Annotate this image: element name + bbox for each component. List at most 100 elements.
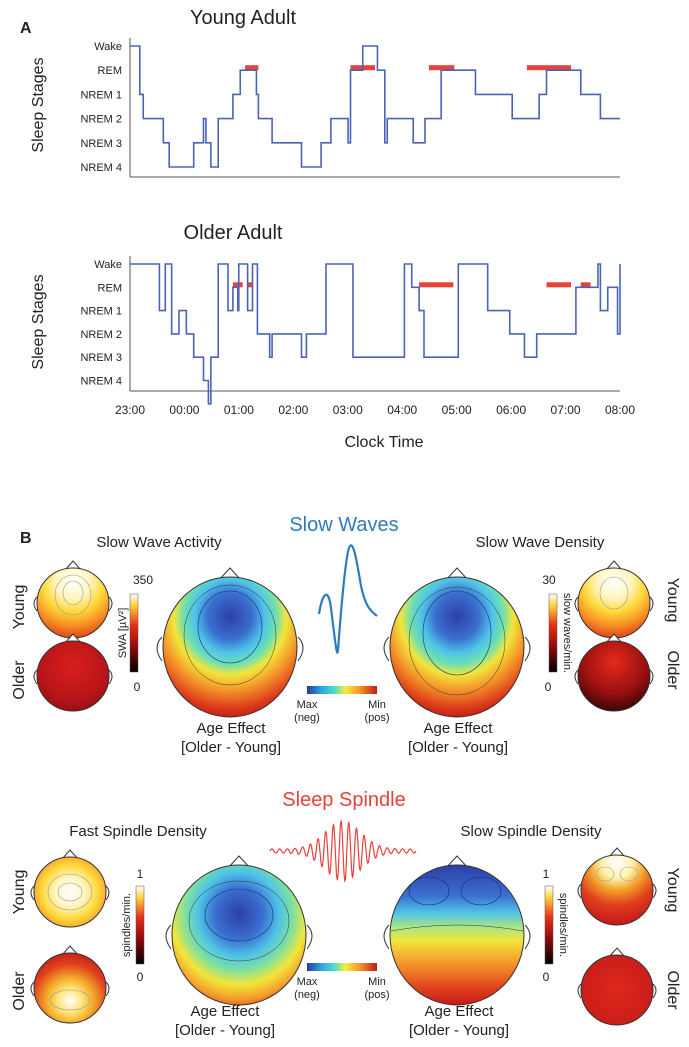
sp-legend-max: Max	[297, 976, 318, 988]
stage-label: NREM 4	[80, 376, 122, 388]
head-age-effect-slow-spindle	[383, 855, 531, 1006]
head-older-slow-spindle	[577, 947, 657, 1026]
young-hypnogram-trace	[130, 45, 620, 168]
rem-period-bar	[428, 65, 455, 71]
head-age-effect-swa	[156, 567, 304, 718]
slow-spindle-density-title: Slow Spindle Density	[461, 823, 602, 840]
stage-label: NREM 3	[80, 352, 122, 364]
slow-wave-activity-title: Slow Wave Activity	[96, 534, 222, 551]
age-effect-fast-line2: [Older - Young]	[175, 1022, 275, 1039]
rem-period-bar	[232, 282, 243, 288]
sp-row-young-left: Young	[11, 870, 28, 915]
older-rem-periods	[232, 282, 591, 288]
age-effect-swa-line1: Age Effect	[197, 720, 267, 737]
stage-label: NREM 1	[80, 306, 122, 318]
swa-scale-max: 350	[133, 573, 153, 587]
stage-label: NREM 3	[80, 138, 122, 150]
rem-period-bar	[419, 282, 454, 288]
sw-legend-min: Min	[368, 699, 386, 711]
time-tick-labels: 23:00 00:00 01:00 02:00 03:00 04:00 05:00 06:00…	[115, 403, 635, 417]
sw-row-older-right: Older	[664, 650, 681, 690]
young-y-axis-label: Sleep Stages	[30, 57, 47, 152]
sw-legend-neg: (neg)	[294, 712, 320, 724]
swd-colorbar	[548, 593, 558, 673]
young-rem-periods	[245, 65, 571, 71]
head-age-effect-fast-spindle	[165, 855, 313, 1006]
time-tick-label: 05:00	[442, 403, 472, 417]
spindle-waveform	[269, 819, 417, 883]
fast-scale-unit: spindles/min.	[121, 893, 133, 957]
sw-legend-max: Max	[297, 699, 318, 711]
rem-period-bar	[546, 282, 571, 288]
stage-label: REM	[98, 65, 122, 77]
sw-legend-pos: (pos)	[364, 712, 389, 724]
sp-legend-pos: (pos)	[364, 989, 389, 1001]
slow-wave-density-title: Slow Wave Density	[476, 534, 605, 551]
older-hypnogram-title: Older Adult	[184, 222, 283, 244]
sp-effect-colorbar	[307, 963, 377, 971]
age-effect-fast-line1: Age Effect	[191, 1003, 261, 1020]
young-hypnogram-title: Young Adult	[190, 7, 296, 29]
time-tick-label: 23:00	[115, 403, 145, 417]
time-tick-label: 02:00	[278, 403, 308, 417]
swa-scale-min: 0	[134, 680, 141, 694]
head-older-swd	[574, 633, 654, 712]
sw-effect-colorbar	[307, 686, 377, 694]
rem-period-bar	[245, 65, 259, 71]
rem-period-bar	[247, 282, 253, 288]
time-tick-label: 06:00	[496, 403, 526, 417]
head-young-fast-spindle	[30, 849, 110, 928]
head-older-fast-spindle	[30, 945, 110, 1024]
head-older-swa	[33, 633, 113, 712]
panel-b-label: B	[20, 530, 32, 547]
sp-row-older-left: Older	[11, 971, 28, 1011]
panel-a-label: A	[20, 20, 32, 37]
sw-row-older-left: Older	[11, 660, 28, 700]
sleep-spindle-heading: Sleep Spindle	[282, 789, 405, 811]
sp-legend-min: Min	[368, 976, 386, 988]
head-young-swa	[33, 560, 113, 639]
x-axis-label: Clock Time	[344, 434, 423, 451]
older-hypnogram-trace	[130, 263, 621, 405]
slow-spindle-colorbar	[544, 885, 554, 965]
age-effect-swa-line2: [Older - Young]	[181, 739, 281, 756]
time-tick-label: 01:00	[224, 403, 254, 417]
stage-label: NREM 4	[80, 162, 122, 174]
swd-scale-min: 0	[545, 680, 552, 694]
older-hypnogram: Older Adult Sleep Stages Wake REM NREM 1 NR…	[30, 222, 635, 451]
sp-legend-neg: (neg)	[294, 989, 320, 1001]
age-effect-slow-line2: [Older - Young]	[409, 1022, 509, 1039]
stage-label: NREM 2	[80, 329, 122, 341]
rem-period-bar	[526, 65, 571, 71]
stage-label: REM	[98, 282, 122, 294]
sw-row-young-left: Young	[11, 585, 28, 630]
swa-colorbar	[129, 593, 139, 673]
head-young-slow-spindle	[577, 847, 657, 926]
stage-label: NREM 1	[80, 89, 122, 101]
slow-scale-unit: spindles/min.	[557, 893, 569, 957]
older-stage-labels: Wake REM NREM 1 NREM 2 NREM 3 NREM 4	[80, 259, 122, 388]
stage-label: Wake	[94, 41, 122, 53]
fast-scale-min: 0	[137, 970, 144, 984]
swa-scale-unit: SWA [µV²]	[117, 608, 129, 659]
fast-scale-max: 1	[137, 867, 144, 881]
head-age-effect-sw-density	[383, 567, 531, 718]
slow-scale-max: 1	[543, 867, 550, 881]
age-effect-swd-line1: Age Effect	[424, 720, 494, 737]
sp-row-older-right: Older	[664, 970, 681, 1010]
time-tick-label: 08:00	[605, 403, 635, 417]
fast-spindle-density-title: Fast Spindle Density	[69, 823, 207, 840]
stage-label: Wake	[94, 259, 122, 271]
fast-spindle-colorbar	[135, 885, 145, 965]
sw-row-young-right: Young	[664, 578, 681, 623]
swd-scale-max: 30	[542, 573, 556, 587]
rem-period-bar	[580, 282, 591, 288]
age-effect-slow-line1: Age Effect	[425, 1003, 495, 1020]
young-hypnogram: Young Adult Sleep Stages Wake REM NREM 1 NR…	[30, 7, 620, 178]
time-tick-label: 03:00	[333, 403, 363, 417]
slow-wave-waveform	[317, 544, 378, 654]
swd-scale-unit: slow waves/min.	[561, 593, 573, 673]
young-stage-labels: Wake REM NREM 1 NREM 2 NREM 3 NREM 4	[80, 41, 122, 174]
older-y-axis-label: Sleep Stages	[30, 274, 47, 369]
